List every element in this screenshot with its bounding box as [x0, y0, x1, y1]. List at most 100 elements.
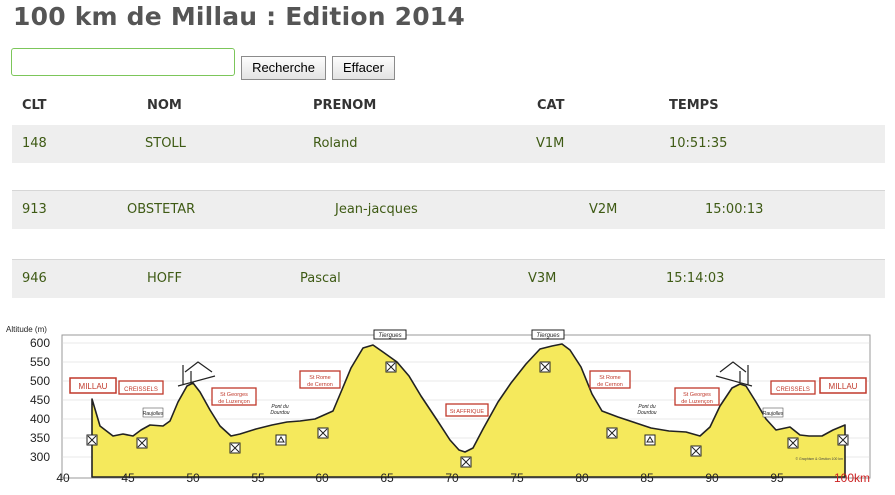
place-label-st-georges-end-2: de Luzençon	[681, 399, 713, 405]
place-box-tiergues	[373, 329, 407, 340]
elevation-profile: Altitude (m) 600 550 500 450 400 350 300…	[6, 325, 871, 485]
cell-temps: 15:00:13	[705, 202, 764, 217]
table-row[interactable]: 946 HOFF Pascal V3M 15:14:03	[12, 259, 885, 298]
header-prenom: PRENOM	[313, 98, 377, 113]
refreshment-icon	[690, 445, 702, 457]
place-box-creissels	[118, 380, 164, 395]
cell-cat: V3M	[528, 271, 557, 286]
viaduct-icon	[177, 361, 216, 387]
place-label-tiergues-end: Tiergues	[536, 333, 559, 339]
y-tick: 350	[30, 431, 50, 445]
page-title: 100 km de Millau : Edition 2014	[13, 2, 466, 31]
place-label-millau: MILLAU	[79, 382, 108, 391]
refreshment-icon	[460, 456, 472, 468]
cell-temps: 10:51:35	[669, 136, 728, 151]
y-tick: 600	[30, 336, 50, 350]
refreshment-icon	[837, 434, 849, 446]
place-box-creissels-end	[770, 380, 816, 395]
place-box-st-rome	[299, 370, 341, 389]
place-label-raujolles: Raujolles	[143, 411, 164, 417]
place-label-pont-dourdou-2: Dourdou	[270, 410, 289, 416]
cell-temps: 15:14:03	[666, 271, 725, 286]
refreshment-icon	[539, 361, 551, 373]
place-label-st-rome-2: de Cernon	[307, 382, 333, 388]
place-box-millau	[69, 377, 117, 394]
place-label-st-affrique: St AFFRIQUE	[450, 409, 485, 415]
refreshment-icon	[787, 437, 799, 449]
x-tick: 65	[380, 471, 394, 485]
refreshment-icon	[86, 434, 98, 446]
table-row[interactable]: 148 STOLL Roland V1M 10:51:35	[12, 125, 885, 163]
refreshment-icon	[136, 437, 148, 449]
clear-button[interactable]: Effacer	[332, 56, 395, 80]
x-tick: 50	[186, 471, 200, 485]
cell-prenom: Roland	[313, 136, 358, 151]
place-box-raujolles-end	[762, 407, 784, 418]
refreshment-icon	[317, 427, 329, 439]
x-tick: 55	[251, 471, 265, 485]
first-aid-icon	[644, 434, 656, 446]
y-tick: 500	[30, 374, 50, 388]
cell-cat: V2M	[589, 202, 618, 217]
place-box-st-rome-end	[589, 370, 631, 389]
cell-prenom: Jean-jacques	[335, 202, 418, 217]
place-label-st-rome-end: St Rome	[599, 375, 620, 381]
place-label-creissels-end: CREISSELS	[776, 387, 810, 393]
refreshment-icon	[606, 427, 618, 439]
place-label-millau-end: MILLAU	[829, 382, 858, 391]
y-tick: 400	[30, 412, 50, 426]
cell-nom: OBSTETAR	[127, 202, 196, 217]
markers	[86, 361, 849, 468]
place-label-creissels: CREISSELS	[124, 387, 158, 393]
place-box-raujolles	[142, 407, 164, 418]
refreshment-icon	[385, 361, 397, 373]
cell-clt: 913	[22, 202, 47, 217]
place-label-st-rome-end-2: de Cernon	[597, 382, 623, 388]
viaduct-icon	[715, 361, 753, 387]
y-axis: Altitude (m) 600 550 500 450 400 350 300	[6, 325, 50, 464]
search-button[interactable]: Recherche	[241, 56, 326, 80]
place-label-st-georges-2: de Luzençon	[218, 399, 250, 405]
place-box-st-affrique	[445, 403, 489, 417]
cell-clt: 148	[22, 136, 47, 151]
place-box-tiergues-end	[531, 329, 565, 340]
x-tick: 60	[315, 471, 329, 485]
cell-nom: HOFF	[147, 271, 182, 286]
copyright-note: © Graphism & Gestion 100 km	[795, 457, 843, 461]
x-tick: 45	[121, 471, 135, 485]
place-label-raujolles-end: Raujolles	[763, 411, 784, 417]
header-temps: TEMPS	[669, 98, 719, 113]
x-tick: 80	[575, 471, 589, 485]
x-axis: 40 45 50 55 60 65 70 75 80 85 90 95 100k…	[56, 471, 870, 485]
place-box-st-georges	[211, 387, 257, 406]
x-tick: 40	[56, 471, 70, 485]
first-aid-icon	[275, 434, 287, 446]
x-tick: 90	[705, 471, 719, 485]
place-label-tiergues: Tiergues	[378, 333, 401, 339]
x-tick: 70	[445, 471, 459, 485]
x-end-label: 100km	[834, 471, 870, 485]
y-axis-label: Altitude (m)	[6, 325, 47, 334]
place-label-pont-dourdou-end: Pont du	[638, 404, 655, 410]
place-label-pont-dourdou-end-2: Dourdou	[637, 410, 656, 416]
y-tick: 300	[30, 450, 50, 464]
table-row[interactable]: 913 OBSTETAR Jean-jacques V2M 15:00:13	[12, 190, 885, 229]
x-tick: 75	[510, 471, 524, 485]
x-tick: 85	[640, 471, 654, 485]
place-label-st-georges: St Georges	[220, 392, 248, 398]
place-label-st-georges-end: St Georges	[683, 392, 711, 398]
y-tick: 450	[30, 393, 50, 407]
header-nom: NOM	[147, 98, 182, 113]
header-cat: CAT	[537, 98, 565, 113]
x-tick: 95	[770, 471, 784, 485]
y-tick: 550	[30, 355, 50, 369]
refreshment-icon	[229, 442, 241, 454]
cell-prenom: Pascal	[300, 271, 341, 286]
place-box-st-georges-end	[674, 387, 720, 406]
cell-clt: 946	[22, 271, 47, 286]
place-label-st-rome: St Rome	[309, 375, 330, 381]
place-box-millau-end	[819, 377, 867, 394]
search-input[interactable]	[11, 48, 235, 76]
cell-nom: STOLL	[145, 136, 186, 151]
place-label-pont-dourdou: Pont du	[271, 404, 288, 410]
